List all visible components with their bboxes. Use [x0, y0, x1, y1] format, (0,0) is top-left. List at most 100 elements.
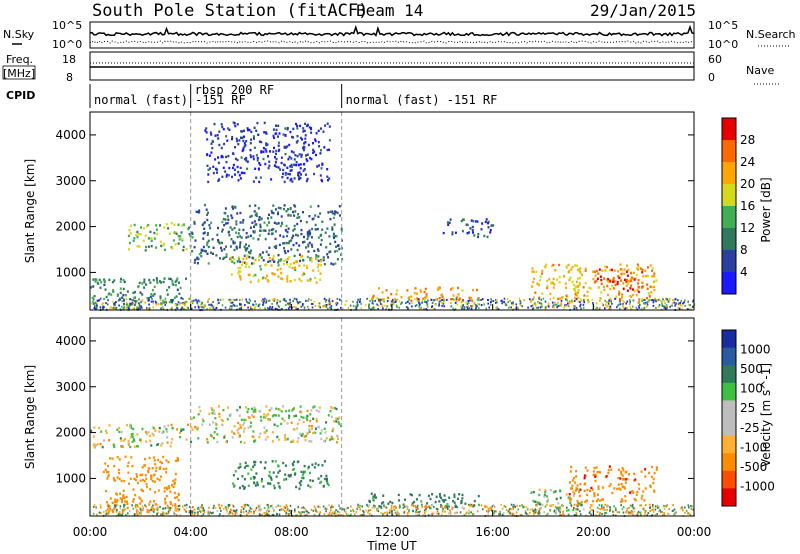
data-cell	[218, 415, 221, 418]
data-cell	[165, 459, 168, 462]
data-cell	[637, 512, 639, 515]
data-cell	[91, 296, 94, 300]
data-cell	[584, 466, 587, 469]
data-cell	[452, 307, 454, 310]
data-cell	[628, 512, 630, 515]
data-cell	[238, 256, 241, 259]
data-cell	[639, 303, 641, 306]
data-cell	[255, 214, 258, 218]
data-cell	[541, 292, 544, 295]
data-cell	[147, 431, 150, 434]
data-cell	[122, 439, 125, 442]
data-cell	[651, 269, 654, 273]
data-cell	[264, 416, 267, 419]
data-cell	[622, 287, 625, 290]
data-cell	[635, 273, 638, 276]
data-cell	[257, 238, 260, 241]
data-cell	[217, 156, 219, 159]
data-cell	[423, 290, 426, 294]
data-cell	[651, 275, 654, 278]
data-cell	[272, 510, 275, 513]
data-cell	[691, 305, 694, 308]
data-cell	[651, 514, 654, 517]
data-cell	[268, 164, 271, 167]
data-cell	[151, 288, 154, 292]
data-cell	[298, 171, 301, 174]
data-cell	[548, 305, 550, 308]
data-cell	[105, 489, 108, 493]
data-cell	[188, 226, 190, 229]
data-cell	[542, 297, 545, 300]
data-cell	[211, 139, 214, 143]
data-cell	[283, 297, 286, 300]
data-cell	[574, 291, 577, 294]
data-cell	[273, 273, 276, 276]
data-cell	[333, 406, 336, 410]
data-cell	[621, 474, 624, 477]
data-cell	[621, 499, 624, 503]
data-cell	[234, 173, 236, 176]
data-cell	[538, 301, 541, 304]
data-cell	[259, 225, 262, 229]
data-cell	[193, 508, 196, 511]
data-cell	[242, 511, 245, 514]
data-cell	[644, 468, 647, 471]
data-cell	[149, 281, 152, 284]
data-cell	[285, 478, 288, 481]
data-cell	[605, 511, 608, 514]
data-cell	[328, 297, 331, 300]
data-cell	[661, 304, 664, 307]
data-cell	[328, 235, 331, 238]
data-cell	[116, 508, 118, 511]
data-cell	[441, 510, 444, 513]
data-cell	[239, 211, 242, 215]
data-cell	[123, 479, 126, 483]
data-cell	[210, 151, 213, 154]
data-cell	[196, 262, 199, 265]
data-cell	[216, 440, 219, 444]
data-cell	[239, 298, 241, 301]
data-cell	[99, 286, 102, 289]
data-cell	[254, 204, 257, 207]
data-cell	[286, 280, 289, 283]
data-cell	[249, 299, 252, 302]
data-cell	[535, 504, 538, 507]
data-cell	[442, 301, 445, 304]
data-cell	[125, 495, 128, 499]
data-cell	[154, 491, 157, 494]
data-cell	[175, 304, 178, 307]
data-cell	[328, 504, 330, 507]
data-cell	[132, 498, 135, 501]
data-cell	[263, 300, 265, 303]
data-cell	[384, 304, 386, 307]
data-cell	[515, 307, 517, 310]
data-cell	[142, 478, 144, 482]
power-ylabel: Slant Range [km]	[23, 159, 37, 263]
data-cell	[462, 218, 465, 221]
colorbar-tick-label: -25	[740, 421, 760, 435]
data-cell	[290, 150, 293, 153]
data-cell	[219, 513, 221, 516]
data-cell	[322, 258, 325, 262]
data-cell	[326, 168, 329, 171]
data-cell	[277, 222, 280, 225]
data-cell	[553, 283, 556, 286]
data-cell	[284, 433, 287, 437]
data-cell	[579, 510, 581, 513]
colorbar-swatch	[722, 435, 736, 454]
data-cell	[131, 301, 134, 304]
data-cell	[163, 486, 166, 490]
data-cell	[592, 270, 595, 273]
data-cell	[292, 300, 294, 303]
data-cell	[377, 308, 379, 310]
data-cell	[292, 229, 295, 232]
data-cell	[216, 168, 219, 171]
data-cell	[198, 253, 201, 256]
data-cell	[618, 276, 621, 280]
data-cell	[659, 509, 662, 512]
data-cell	[178, 292, 181, 295]
data-cell	[124, 508, 126, 511]
data-cell	[323, 440, 326, 443]
data-cell	[413, 500, 416, 504]
data-cell	[624, 499, 627, 503]
